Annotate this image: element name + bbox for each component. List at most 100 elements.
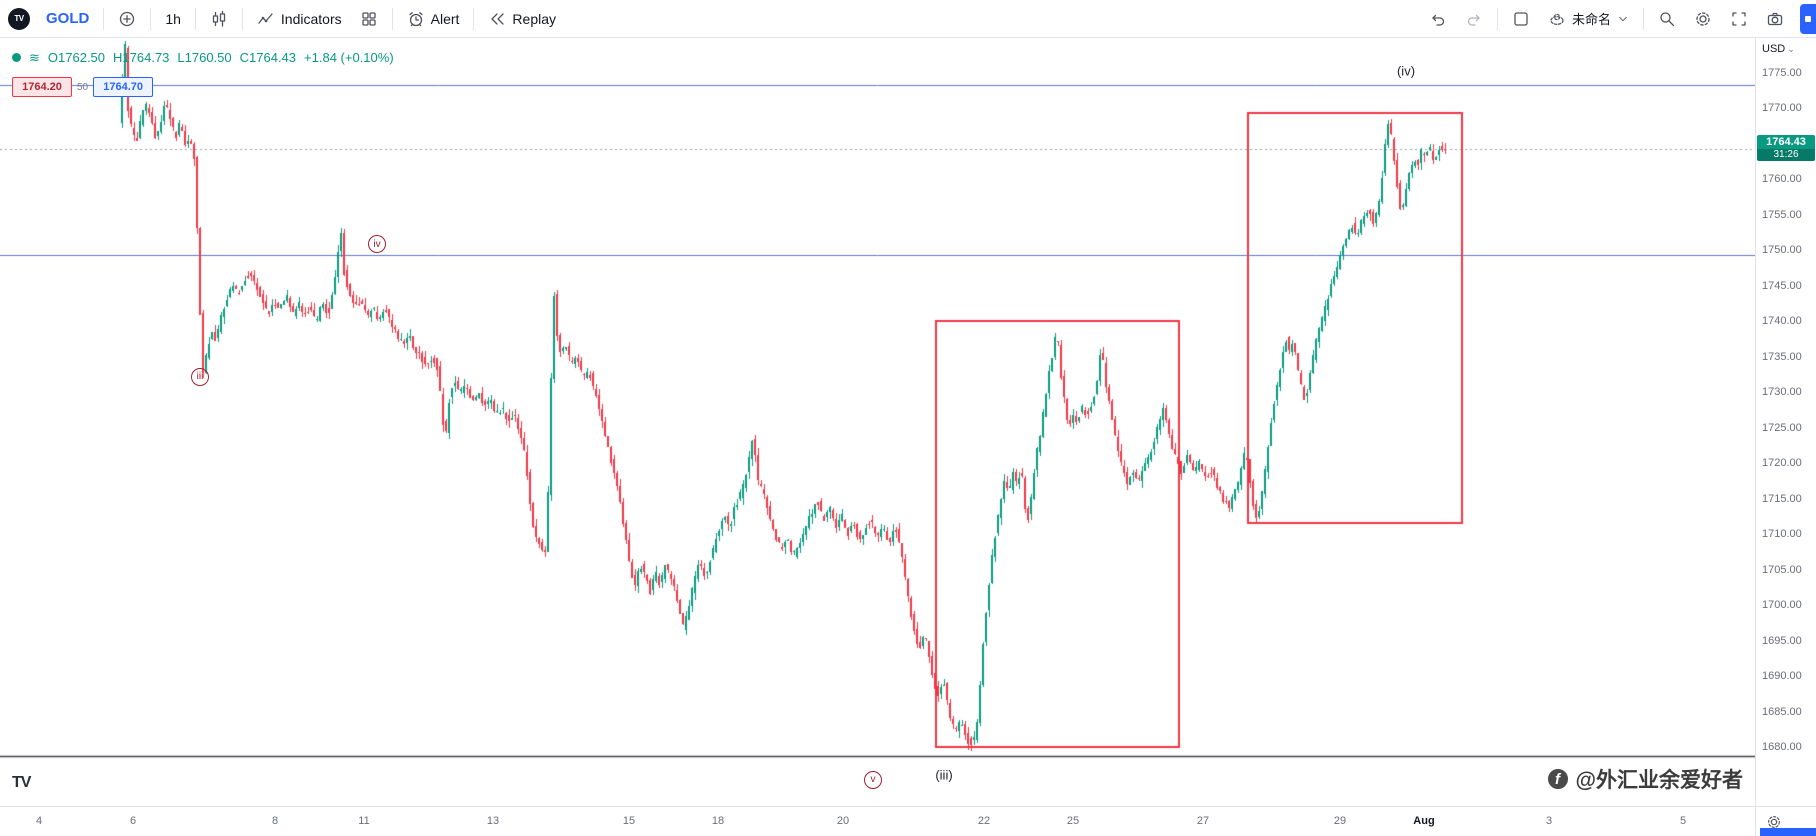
candles-icon <box>212 10 226 27</box>
time-label: 6 <box>129 815 137 827</box>
price-label: 1760.00 <box>1762 173 1802 186</box>
sell-button[interactable]: 1764.20 <box>12 77 72 97</box>
redo-button[interactable] <box>1457 4 1491 34</box>
search-icon <box>1660 11 1675 26</box>
price-label: 1750.00 <box>1762 244 1802 257</box>
chart-type-button[interactable] <box>202 4 236 34</box>
time-label: 15 <box>622 815 636 827</box>
time-label: 11 <box>358 815 370 827</box>
tradingview-watermark-logo[interactable]: TV <box>12 774 31 791</box>
time-label: 29 <box>1333 815 1347 827</box>
layout-square-icon <box>1514 11 1528 26</box>
undo-button[interactable] <box>1421 4 1455 34</box>
layout-name-label: 未命名 <box>1571 12 1611 27</box>
camera-icon <box>1767 12 1783 25</box>
price-label: 1770.00 <box>1762 102 1802 115</box>
layout-select-button[interactable] <box>1504 4 1538 34</box>
currency-label: USD <box>1762 43 1786 55</box>
author-watermark: f @外汇业余爱好者 <box>1545 764 1743 794</box>
trade-buy-sell-widget: 1764.20 50 1764.70 <box>12 77 154 97</box>
time-label: 22 <box>977 815 991 827</box>
grid-templates-icon <box>361 11 376 26</box>
last-price-badge: 1764.43 31:26 <box>1757 134 1815 161</box>
symbol-label: GOLD <box>46 10 90 27</box>
price-label: 1695.00 <box>1762 634 1802 647</box>
time-label: 8 <box>271 815 279 827</box>
indicators-icon <box>258 12 273 24</box>
indicators-button[interactable]: Indicators <box>249 4 350 34</box>
replay-rewind-icon <box>491 12 505 25</box>
ohlc-legend[interactable]: ≋ O1762.50 H1764.73 L1760.50 C1764.43 +1… <box>12 48 394 66</box>
price-label: 1715.00 <box>1762 492 1802 505</box>
publish-button[interactable] <box>1800 3 1816 34</box>
settings-button[interactable] <box>1686 4 1720 34</box>
watermark-icon: f <box>1545 767 1570 791</box>
legend-low: L1760.50 <box>177 49 232 65</box>
top-toolbar: TV GOLD 1h Indicators Alert <box>0 0 1816 38</box>
replay-label: Replay <box>512 10 557 27</box>
legend-open: O1762.50 <box>47 49 106 65</box>
market-status-dot-icon <box>12 52 21 62</box>
indicators-label: Indicators <box>280 10 342 27</box>
buy-button[interactable]: 1764.70 <box>93 77 154 97</box>
alert-button[interactable]: Alert <box>399 4 468 34</box>
price-label: 1725.00 <box>1762 421 1802 434</box>
plus-circle-icon <box>120 11 135 26</box>
price-label: 1680.00 <box>1762 741 1802 754</box>
time-label: 5 <box>1679 815 1687 827</box>
legend-high: H1764.73 <box>113 49 170 65</box>
time-axis[interactable]: 4 6 8 11 13 15 18 20 22 25 27 29 Aug 3 5 <box>0 806 1755 836</box>
publish-glyph <box>1805 15 1811 22</box>
time-label: 18 <box>711 815 725 827</box>
legend-change: +1.84 (+0.10%) <box>304 49 394 65</box>
price-label: 1735.00 <box>1762 350 1802 363</box>
fullscreen-icon <box>1732 11 1746 26</box>
price-label: 1740.00 <box>1762 315 1802 328</box>
alarm-clock-icon <box>408 11 423 26</box>
cloud-dashed-icon <box>1550 13 1564 25</box>
tradingview-logo-icon[interactable]: TV <box>8 7 30 30</box>
separator <box>150 7 152 30</box>
toolbar-right-group: 未命名 <box>1421 3 1816 34</box>
compare-button[interactable] <box>110 4 144 34</box>
separator <box>1643 7 1644 30</box>
price-axis[interactable]: USD ⌄ 1775.001770.001765.001760.001755.0… <box>1755 38 1816 806</box>
separator <box>194 7 196 30</box>
candlestick-chart-canvas[interactable] <box>0 38 1755 806</box>
separator <box>103 7 105 30</box>
price-label: 1700.00 <box>1762 599 1802 612</box>
series-squiggle-icon: ≋ <box>29 49 40 65</box>
time-label: 13 <box>486 815 500 827</box>
price-label: 1690.00 <box>1762 670 1802 683</box>
gear-icon <box>1696 11 1710 26</box>
price-label: 1685.00 <box>1762 705 1802 718</box>
alert-label: Alert <box>430 10 460 27</box>
separator <box>1496 7 1498 30</box>
last-price-value: 1764.43 <box>1757 134 1815 149</box>
axis-gear-icon[interactable] <box>1766 814 1782 830</box>
layout-name-button[interactable]: 未命名 <box>1540 4 1637 34</box>
search-button[interactable] <box>1650 4 1684 34</box>
time-label: 4 <box>35 815 43 827</box>
symbol-button[interactable]: GOLD <box>38 4 97 34</box>
chart-area: ≋ O1762.50 H1764.73 L1760.50 C1764.43 +1… <box>0 38 1755 806</box>
time-label: 25 <box>1066 815 1080 827</box>
separator <box>473 7 475 30</box>
chevron-down-icon <box>1619 16 1627 21</box>
time-label: 3 <box>1545 815 1553 827</box>
currency-toggle-button[interactable]: USD ⌄ <box>1762 43 1795 55</box>
time-label: 27 <box>1196 815 1210 827</box>
replay-button[interactable]: Replay <box>480 4 564 34</box>
price-label: 1710.00 <box>1762 528 1802 541</box>
indicator-templates-button[interactable] <box>352 4 386 34</box>
interval-button[interactable]: 1h <box>157 4 189 34</box>
screenshot-button[interactable] <box>1758 4 1792 34</box>
interval-label: 1h <box>165 10 181 27</box>
separator <box>241 7 243 30</box>
time-label: Aug <box>1413 815 1435 827</box>
bottom-right-accent <box>1760 828 1816 836</box>
time-label: 20 <box>836 815 850 827</box>
undo-icon <box>1432 14 1445 26</box>
fullscreen-button[interactable] <box>1722 4 1756 34</box>
